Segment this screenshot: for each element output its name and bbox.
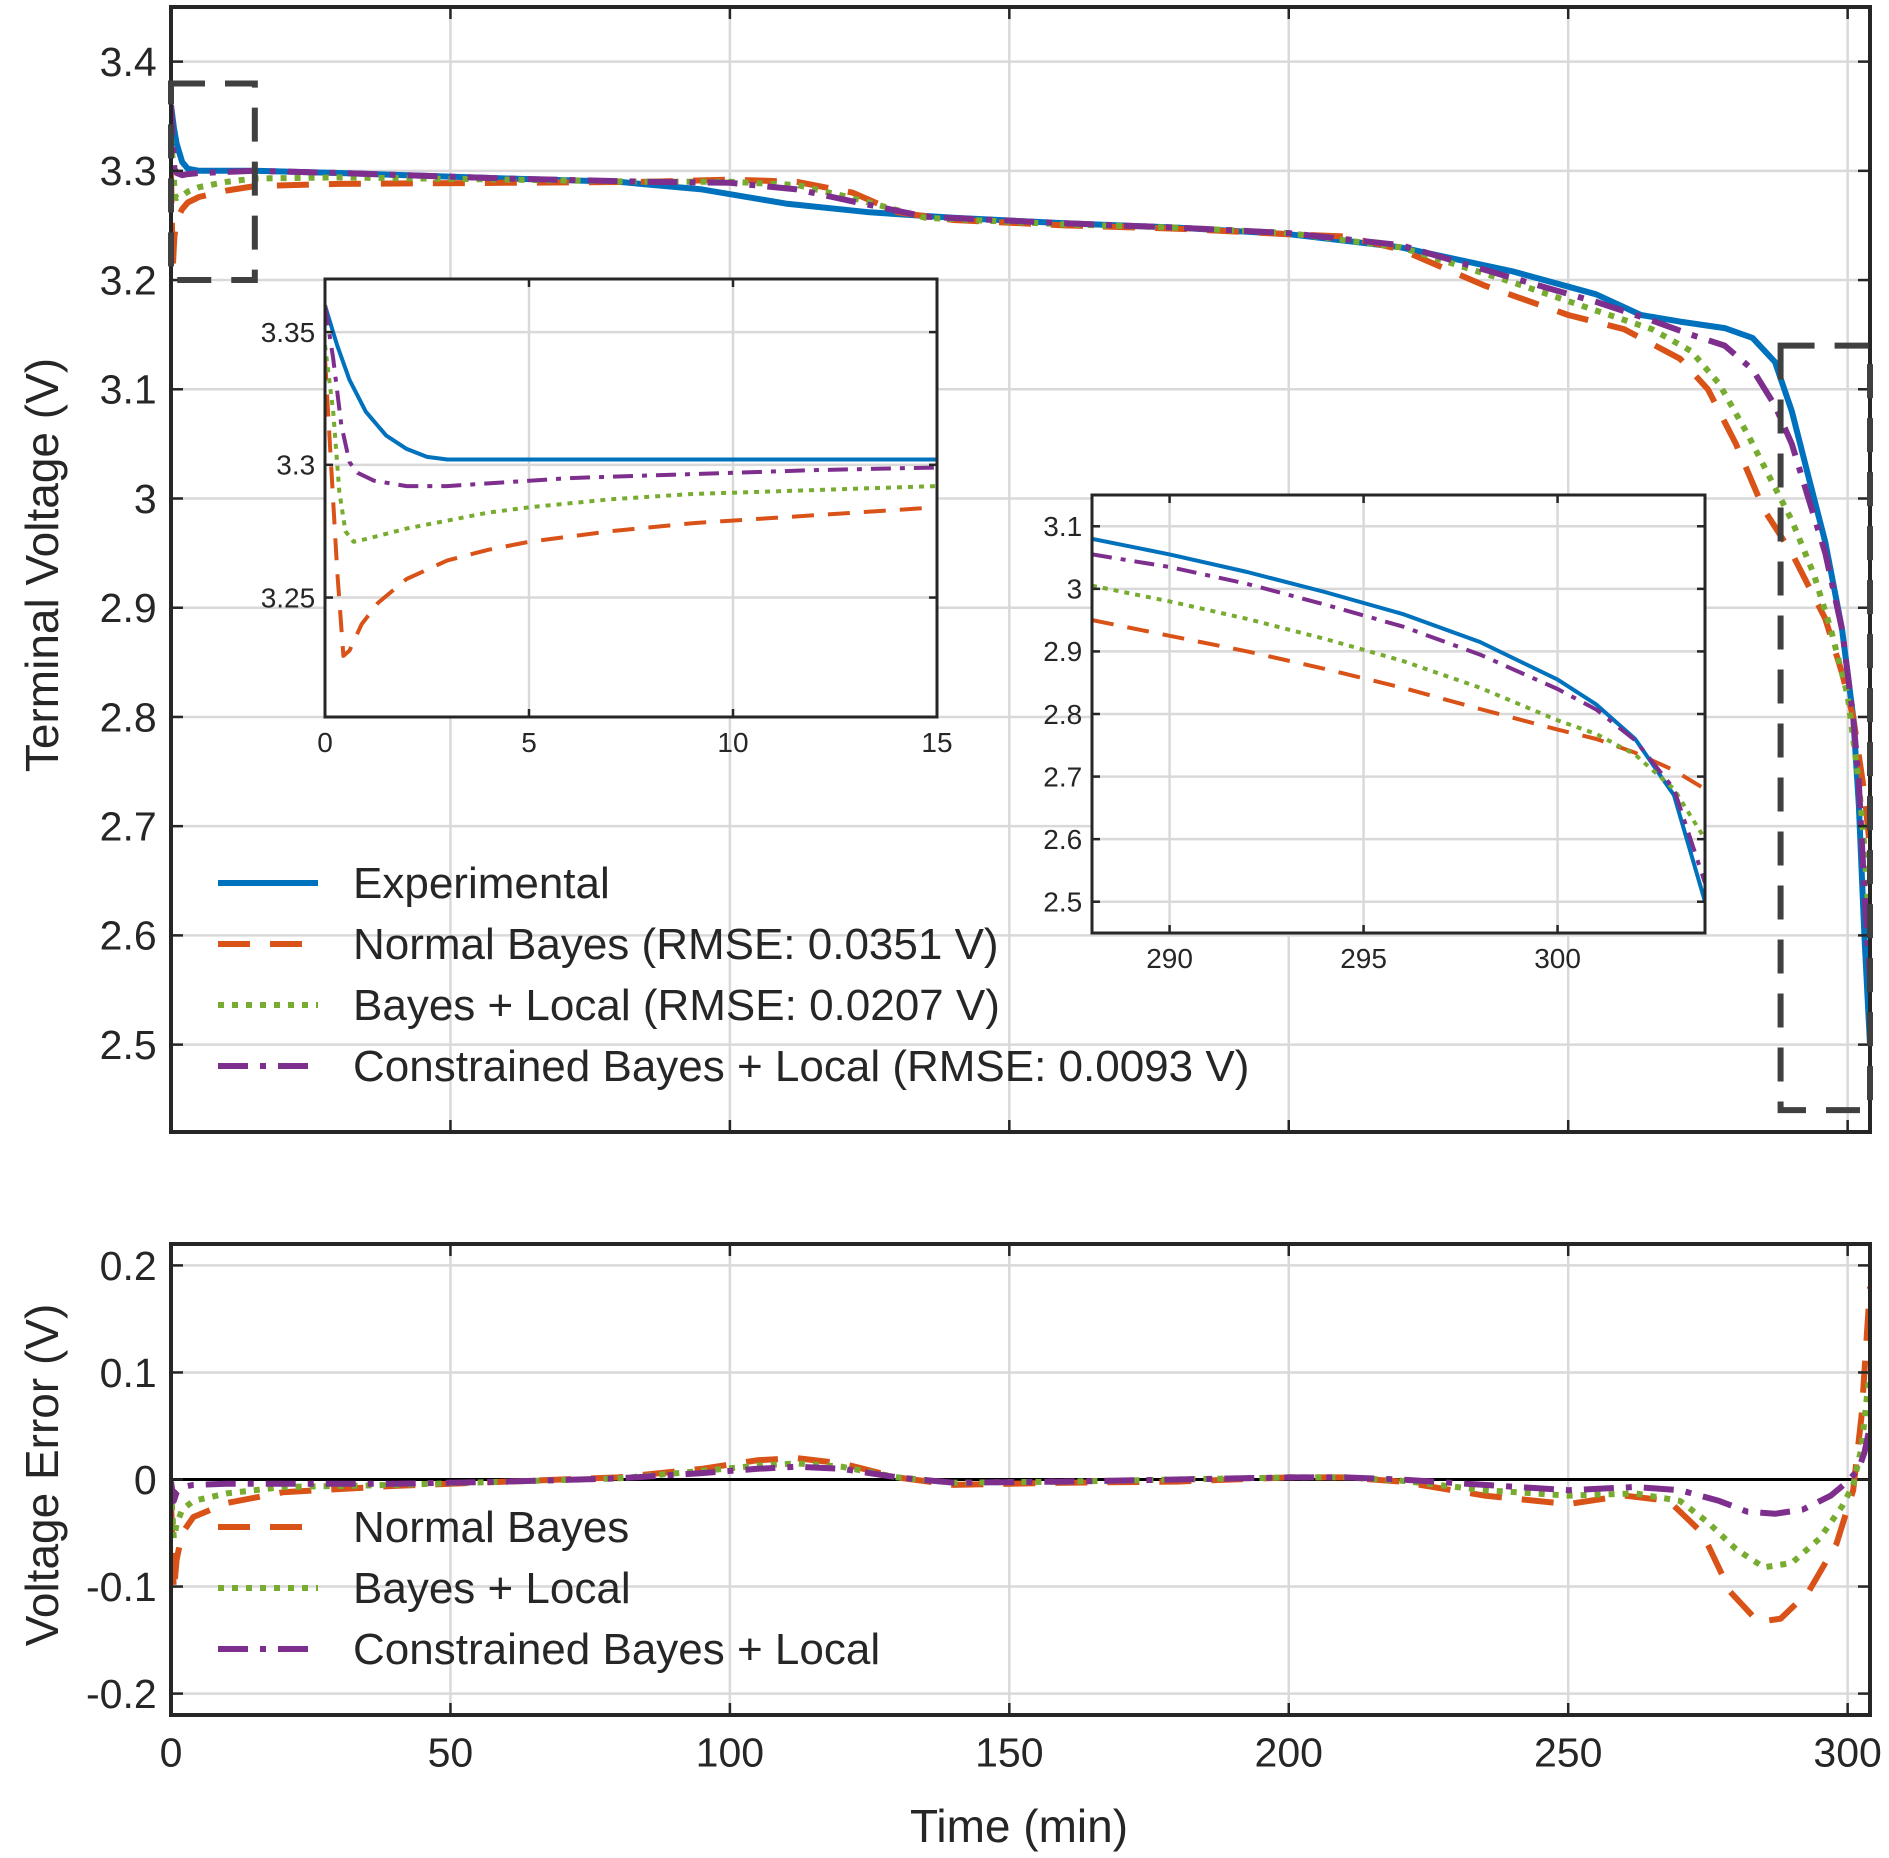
inset1-ticks: 3.25 3.3 3.35 0 5 10 15 — [261, 279, 953, 758]
legend-label: Constrained Bayes + Local (RMSE: 0.0093 … — [353, 1042, 1249, 1091]
error-ticks: -0.2 -0.1 0 0.1 0.2 0 50 100 150 200 250 300 — [86, 1243, 1882, 1775]
legend-label: Bayes + Local (RMSE: 0.0207 V) — [353, 981, 1000, 1030]
y-tick-label: 3.4 — [100, 39, 157, 85]
x-axis-label: Time (min) — [910, 1800, 1128, 1852]
x-tick-label: 300 — [1534, 943, 1581, 974]
main-frame — [169, 5, 1872, 1134]
y-tick-label: 3 — [1067, 574, 1083, 605]
legends: Experimental Normal Bayes (RMSE: 0.0351 V… — [218, 859, 1249, 1674]
inset2-series-normal-bayes — [1092, 618, 1705, 791]
x-tick-label: 0 — [160, 1729, 183, 1775]
y-tick-label: -0.1 — [86, 1564, 157, 1610]
y-tick-label: 2.7 — [100, 804, 157, 850]
y-tick-label: 3.1 — [1043, 511, 1082, 542]
x-tick-label: 295 — [1340, 943, 1387, 974]
y-tick-label: 2.9 — [100, 585, 157, 631]
inset-plot-start: 3.25 3.3 3.35 0 5 10 15 — [261, 277, 953, 758]
y-tick-label: 2.8 — [1043, 699, 1082, 730]
x-tick-label: 300 — [1813, 1729, 1881, 1775]
y-tick-label: 2.6 — [1043, 824, 1082, 855]
error-series-constrained-bayes-local — [171, 1425, 1870, 1517]
inset1-background — [325, 279, 937, 717]
inset-plot-end: 2.5 2.6 2.7 2.8 2.9 3 3.1 290 295 300 — [1043, 493, 1707, 974]
y-tick-label: 3 — [134, 476, 157, 522]
y-tick-label: 0.2 — [100, 1243, 157, 1289]
inset2-grid — [1092, 495, 1705, 933]
legend-label: Constrained Bayes + Local — [353, 1625, 880, 1674]
y-tick-label: 2.9 — [1043, 636, 1082, 667]
x-tick-label: 15 — [921, 727, 952, 758]
zoom-region-box — [168, 80, 258, 284]
y-tick-label: 2.7 — [1043, 761, 1082, 792]
zoom-region-box — [1777, 342, 1874, 1114]
zoom-boxes — [168, 80, 1874, 1114]
y-tick-label: 3.3 — [276, 450, 315, 481]
y-tick-label: 2.6 — [100, 913, 157, 959]
inset1-series-normal-bayes — [325, 358, 937, 658]
y-tick-label: 2.8 — [100, 694, 157, 740]
legend-label: Bayes + Local — [353, 1564, 631, 1613]
y-tick-label: 2.5 — [1043, 887, 1082, 918]
inset2-series-bayes-local — [1092, 583, 1705, 841]
axis-labels: Terminal Voltage (V) Voltage Error (V) T… — [16, 358, 1128, 1852]
x-tick-label: 10 — [717, 727, 748, 758]
x-tick-label: 50 — [428, 1729, 474, 1775]
x-tick-label: 100 — [696, 1729, 764, 1775]
x-tick-label: 290 — [1146, 943, 1193, 974]
inset1-frame — [323, 277, 939, 719]
inset2-ticks: 2.5 2.6 2.7 2.8 2.9 3 3.1 290 295 300 — [1043, 495, 1705, 974]
legend-label: Experimental — [353, 859, 610, 908]
y-tick-label: 3.2 — [100, 257, 157, 303]
y-tick-label: 0 — [134, 1457, 157, 1503]
inset2-series-constrained-bayes-local — [1092, 552, 1705, 884]
x-tick-label: 150 — [975, 1729, 1043, 1775]
x-tick-label: 5 — [521, 727, 537, 758]
x-tick-label: 0 — [317, 727, 333, 758]
y-tick-label: 0.1 — [100, 1350, 157, 1396]
x-tick-label: 250 — [1534, 1729, 1602, 1775]
y-tick-label: 3.1 — [100, 367, 157, 413]
main-series-constrained-bayes-local-rmse-0-0093-v — [171, 105, 1870, 980]
y-tick-label: 3.35 — [261, 317, 316, 348]
main-y-axis-label: Terminal Voltage (V) — [16, 358, 68, 772]
main-series-bayes-local-rmse-0-0207-v — [171, 137, 1870, 936]
y-tick-label: -0.2 — [86, 1671, 157, 1717]
y-tick-label: 3.3 — [100, 148, 157, 194]
y-tick-label: 2.5 — [100, 1022, 157, 1068]
main-ticks: 2.5 2.6 2.7 2.8 2.9 3 3.1 3.2 3.3 3.4 — [100, 7, 1870, 1132]
inset2-series-experimental — [1092, 536, 1705, 903]
error-y-axis-label: Voltage Error (V) — [16, 1304, 68, 1647]
inset1-series-bayes-local — [325, 345, 937, 544]
error-plot: -0.2 -0.1 0 0.1 0.2 0 50 100 150 200 250 300 — [86, 1242, 1882, 1775]
legend-label: Normal Bayes (RMSE: 0.0351 V) — [353, 920, 999, 969]
inset1-series-experimental — [325, 304, 937, 462]
y-tick-label: 3.25 — [261, 582, 316, 613]
legend-label: Normal Bayes — [353, 1503, 629, 1552]
x-tick-label: 200 — [1255, 1729, 1323, 1775]
